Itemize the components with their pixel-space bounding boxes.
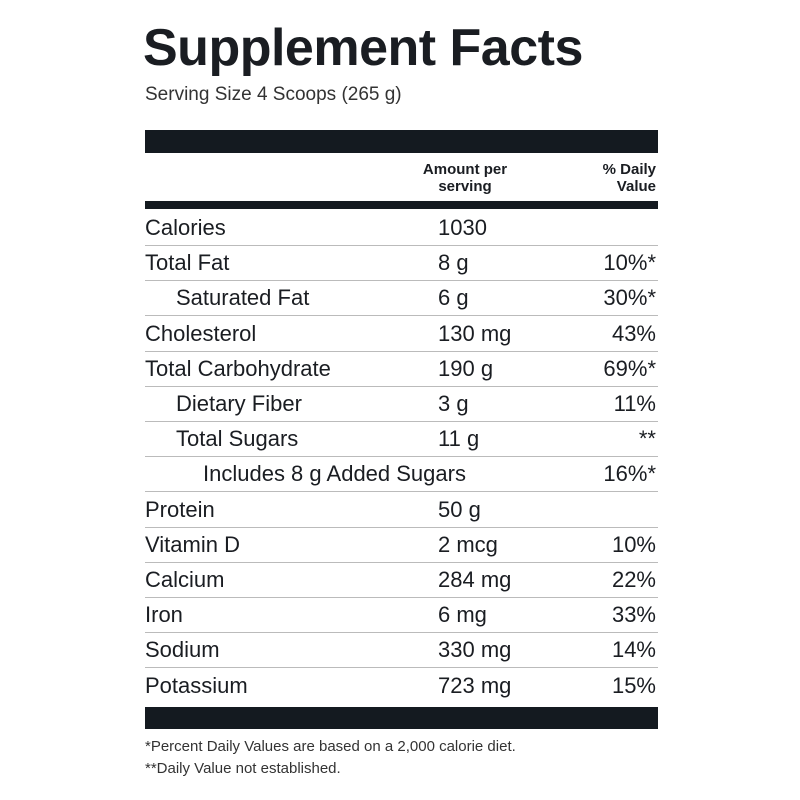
serving-size: Serving Size 4 Scoops (265 g) xyxy=(145,84,402,105)
nutrient-amount: 6 mg xyxy=(438,602,487,628)
row-separator xyxy=(145,385,658,387)
nutrient-name: Includes 8 g Added Sugars xyxy=(203,461,466,487)
row-separator xyxy=(145,421,658,422)
nutrient-amount: 2 mcg xyxy=(438,531,498,557)
row-separator xyxy=(145,561,658,563)
nutrient-amount: 3 g xyxy=(438,391,469,416)
nutrient-daily-value: 16%* xyxy=(603,461,656,487)
nutrient-amount: 6 g xyxy=(438,285,469,311)
row-separator xyxy=(145,667,658,669)
nutrient-name: Total Carbohydrate xyxy=(145,355,331,381)
nutrient-name: Total Fat xyxy=(145,250,230,276)
nutrient-name: Protein xyxy=(145,496,215,522)
nutrient-name: Calories xyxy=(145,215,226,240)
header-bar xyxy=(145,201,658,209)
nutrient-name: Calcium xyxy=(145,567,225,592)
nutrient-amount: 723 mg xyxy=(438,672,512,698)
nutrient-daily-value: ** xyxy=(638,426,656,452)
nutrient-name: Vitamin D xyxy=(145,531,240,557)
bottom-bar xyxy=(145,707,658,729)
row-separator xyxy=(145,491,658,493)
nutrient-amount: 11 g xyxy=(438,426,480,452)
footnote: **Daily Value not established. xyxy=(145,760,341,777)
row-separator xyxy=(145,245,658,246)
row-separator xyxy=(145,280,658,282)
nutrient-name: Sodium xyxy=(145,637,220,663)
nutrient-name: Cholesterol xyxy=(145,320,257,346)
nutrient-daily-value: 69%* xyxy=(603,355,656,381)
nutrient-amount: 190 g xyxy=(438,355,494,381)
daily-value-header: % Daily Value xyxy=(602,161,656,195)
row-separator xyxy=(145,526,658,528)
nutrient-daily-value: 14% xyxy=(611,637,656,663)
nutrient-daily-value: 10%* xyxy=(603,250,656,276)
nutrient-daily-value: 11% xyxy=(613,391,656,416)
nutrient-daily-value: 33% xyxy=(611,602,656,628)
amount-header: Amount per serving xyxy=(422,161,508,195)
nutrient-name: Total Sugars xyxy=(176,426,299,452)
nutrient-daily-value: 22% xyxy=(611,567,656,592)
nutrient-daily-value: 43% xyxy=(611,320,656,346)
nutrient-name: Potassium xyxy=(145,672,248,698)
nutrient-name: Iron xyxy=(145,602,183,628)
row-separator xyxy=(145,597,658,598)
footnote: *Percent Daily Values are based on a 2,0… xyxy=(145,738,516,755)
nutrient-amount: 330 mg xyxy=(438,637,512,663)
nutrient-amount: 130 mg xyxy=(438,320,512,346)
row-separator xyxy=(145,632,658,634)
row-separator xyxy=(145,456,658,458)
row-separator xyxy=(145,315,658,317)
nutrient-amount: 1030 xyxy=(438,215,487,240)
nutrient-amount: 50 g xyxy=(438,496,481,522)
nutrient-amount: 284 mg xyxy=(438,567,512,592)
nutrient-daily-value: 30%* xyxy=(603,285,656,311)
nutrient-name: Dietary Fiber xyxy=(176,391,302,416)
title: Supplement Facts xyxy=(143,19,583,77)
nutrient-daily-value: 10% xyxy=(611,531,656,557)
row-separator xyxy=(145,350,658,352)
nutrient-amount: 8 g xyxy=(438,250,469,276)
nutrient-name: Saturated Fat xyxy=(176,285,310,311)
top-bar xyxy=(145,130,658,153)
nutrient-daily-value: 15% xyxy=(611,672,656,698)
